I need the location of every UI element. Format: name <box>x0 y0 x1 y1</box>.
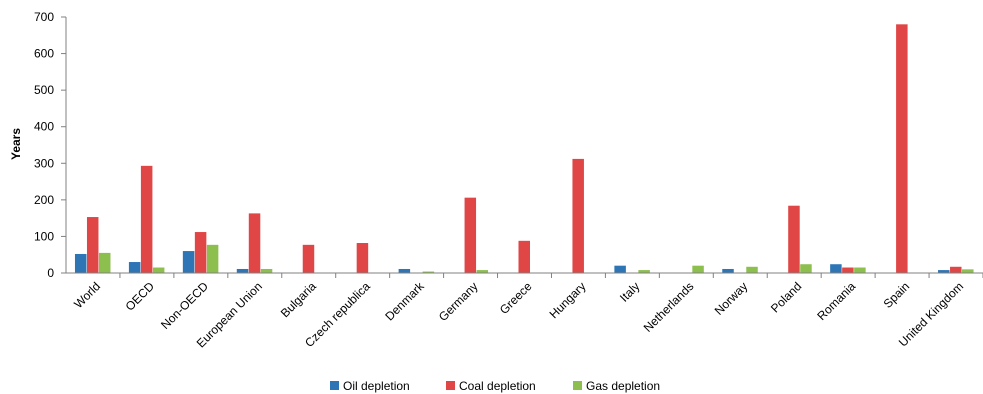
y-axis-title: Years <box>9 128 23 160</box>
x-tick-label: Netherlands <box>641 279 697 335</box>
bar-coal-depletion <box>140 165 153 273</box>
bar-gas-depletion <box>692 265 704 273</box>
y-tick-label: 0 <box>47 266 54 280</box>
bar-coal-depletion <box>248 213 261 273</box>
bar-oil-depletion <box>722 268 734 273</box>
bar-coal-depletion <box>842 267 854 273</box>
y-tick-label: 500 <box>34 83 54 97</box>
bar-coal-depletion <box>464 197 477 273</box>
x-tick-label: World <box>71 279 103 311</box>
y-tick-label: 400 <box>34 120 54 134</box>
bars <box>74 24 983 278</box>
legend-swatch <box>330 381 339 390</box>
bar-coal-depletion <box>356 243 369 273</box>
x-tick-label: Spain <box>881 279 913 311</box>
y-tick-label: 300 <box>34 156 54 170</box>
bar-oil-depletion <box>398 268 411 273</box>
bar-gas-depletion <box>962 269 974 273</box>
x-tick-label: Romania <box>814 279 858 323</box>
legend-label: Oil depletion <box>343 379 410 393</box>
bar-coal-depletion <box>950 266 962 273</box>
bar-oil-depletion <box>938 270 950 273</box>
y-tick-label: 100 <box>34 229 54 243</box>
bar-oil-depletion <box>236 268 249 273</box>
y-tick-label: 600 <box>34 47 54 61</box>
bar-coal-depletion <box>788 205 800 273</box>
x-tick-label: Hungary <box>547 279 589 321</box>
x-tick-label: Italy <box>617 279 642 304</box>
legend-label: Coal depletion <box>459 379 536 393</box>
legend: Oil depletion Coal depletion Gas depletion <box>330 379 660 393</box>
bar-gas-depletion <box>854 267 866 273</box>
bar-gas-depletion <box>800 264 812 273</box>
bar-gas-depletion <box>638 270 650 273</box>
bar-gas-depletion <box>98 252 111 273</box>
x-tick-label: Greece <box>497 279 535 317</box>
bar-gas-depletion <box>422 271 435 273</box>
y-tick-label: 700 <box>34 10 54 24</box>
y-tick-label: 200 <box>34 193 54 207</box>
bar-oil-depletion <box>128 262 141 273</box>
bar-gas-depletion <box>746 266 758 273</box>
bar-coal-depletion <box>518 240 530 273</box>
bar-gas-depletion <box>152 267 165 273</box>
x-tick-label: Norway <box>712 279 751 318</box>
bar-oil-depletion <box>830 264 842 273</box>
bar-coal-depletion <box>194 232 207 273</box>
x-tick-label: Non-OECD <box>158 279 211 332</box>
legend-swatch <box>446 381 455 390</box>
bar-coal-depletion <box>572 158 584 273</box>
x-tick-label: Poland <box>768 279 804 315</box>
bar-coal-depletion <box>302 244 315 273</box>
x-tick-label: Bulgaria <box>278 279 319 320</box>
y-axis-ticks: 0 100 200 300 400 500 600 700 <box>34 10 66 280</box>
bar-coal-depletion <box>86 217 99 273</box>
bar-oil-depletion <box>182 251 195 273</box>
bar-gas-depletion <box>260 268 273 273</box>
bar-gas-depletion <box>206 244 219 273</box>
bar-gas-depletion <box>476 270 489 273</box>
bar-oil-depletion <box>74 253 87 273</box>
bar-coal-depletion <box>896 24 908 273</box>
x-tick-label: Germany <box>436 279 481 324</box>
legend-swatch <box>573 381 582 390</box>
legend-label: Gas depletion <box>586 379 660 393</box>
x-tick-label: Denmark <box>382 279 427 324</box>
x-tick-label: OECD <box>123 279 158 314</box>
bar-oil-depletion <box>614 265 626 273</box>
